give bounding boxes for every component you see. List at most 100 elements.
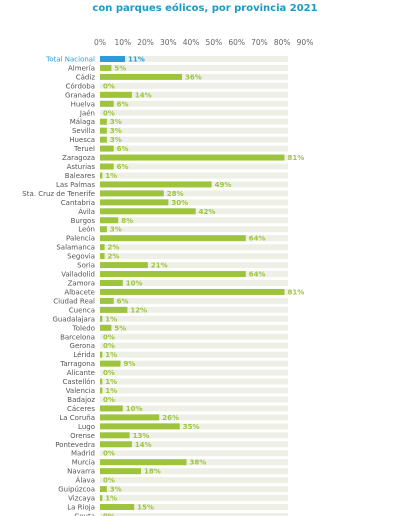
x-tick-label: 10% [114,38,131,47]
bar-track [100,64,288,71]
bar-track [100,306,288,313]
bar-track [100,244,288,251]
bar [100,280,123,286]
x-tick-label: 30% [160,38,177,47]
bar [100,486,107,493]
category-label: Toledo [72,324,95,332]
chart-title: con parques eólicos, por provincia 2021 [92,2,317,14]
bar-track [100,378,288,385]
value-label: 26% [162,414,179,422]
value-label: 9% [124,360,136,368]
category-label: Ávila [78,207,95,216]
value-label: 38% [190,459,207,467]
value-label: 15% [137,504,154,512]
x-tick-label: 90% [297,38,314,47]
value-label: 0% [103,477,115,485]
value-label: 18% [144,468,161,476]
category-label: Cáceres [67,405,95,413]
category-label: Soria [77,262,95,270]
category-label: Córdoba [66,82,95,90]
bar-track [100,56,288,62]
bar-track [100,512,288,516]
bar-track [100,486,288,493]
bar-track [100,172,288,179]
bar [100,351,103,358]
value-label: 11% [128,56,145,64]
bar [100,441,132,448]
bar-track [100,405,288,412]
category-label: Alicante [67,369,95,377]
category-label: Segovia [67,253,95,261]
bar-track [100,441,288,448]
category-label: Tarragona [59,360,95,368]
category-label: Pontevedra [55,441,95,449]
bar-track [100,504,288,510]
bar [100,145,114,152]
value-label: 14% [135,91,152,99]
bar-track [100,423,288,430]
bar [100,414,160,421]
bar-track [100,342,288,349]
bar [100,73,182,80]
value-label: 5% [114,324,126,332]
value-label: 0% [103,82,115,90]
category-label: Málaga [70,118,95,126]
category-label: Huesca [69,136,95,144]
category-label: Barcelona [60,333,95,341]
value-label: 1% [105,315,117,323]
value-label: 5% [114,64,126,72]
bar [100,288,285,295]
value-label: 0% [103,512,115,516]
bar-track [100,163,288,170]
category-label: Total Nacional [45,56,95,64]
value-label: 35% [183,423,200,431]
bar-track [100,414,288,421]
category-label: Álava [76,476,95,485]
value-label: 3% [110,226,122,234]
value-label: 1% [105,172,117,180]
bar [100,405,123,412]
bar-track [100,217,288,224]
category-label: Valladolid [61,271,95,279]
bar-track [100,333,288,340]
bar [100,199,169,206]
category-label: Las Palmas [56,181,95,189]
bar [100,118,107,125]
category-label: Huelva [71,100,95,108]
category-label: Ciudad Real [53,297,95,305]
category-label: Murcia [72,459,95,467]
bar-track [100,387,288,394]
bar [100,504,135,510]
bar-track [100,100,288,107]
category-label: Palencia [66,235,95,243]
bar [100,235,246,242]
bar-track [100,127,288,134]
bar [100,360,121,367]
value-label: 28% [167,190,184,198]
category-label: Navarra [67,468,95,476]
category-label: Jaén [79,109,95,117]
category-label: Teruel [73,145,95,153]
category-label: Baleares [65,172,96,180]
value-label: 1% [105,351,117,359]
value-label: 1% [105,495,117,503]
category-label: Sevilla [72,127,95,135]
value-label: 42% [199,208,216,216]
bar [100,64,112,71]
category-label: Castellón [63,378,95,386]
value-label: 0% [103,109,115,117]
bar [100,378,103,385]
value-label: 0% [103,342,115,350]
value-label: 81% [288,154,305,162]
x-tick-label: 40% [183,38,200,47]
bar [100,262,148,269]
category-label: Valencia [66,387,95,395]
bar-track [100,432,288,439]
bar [100,271,246,278]
bar-track [100,109,288,116]
category-label: Cuenca [69,306,95,314]
bar [100,127,107,134]
bar-track [100,324,288,331]
bar [100,208,196,215]
